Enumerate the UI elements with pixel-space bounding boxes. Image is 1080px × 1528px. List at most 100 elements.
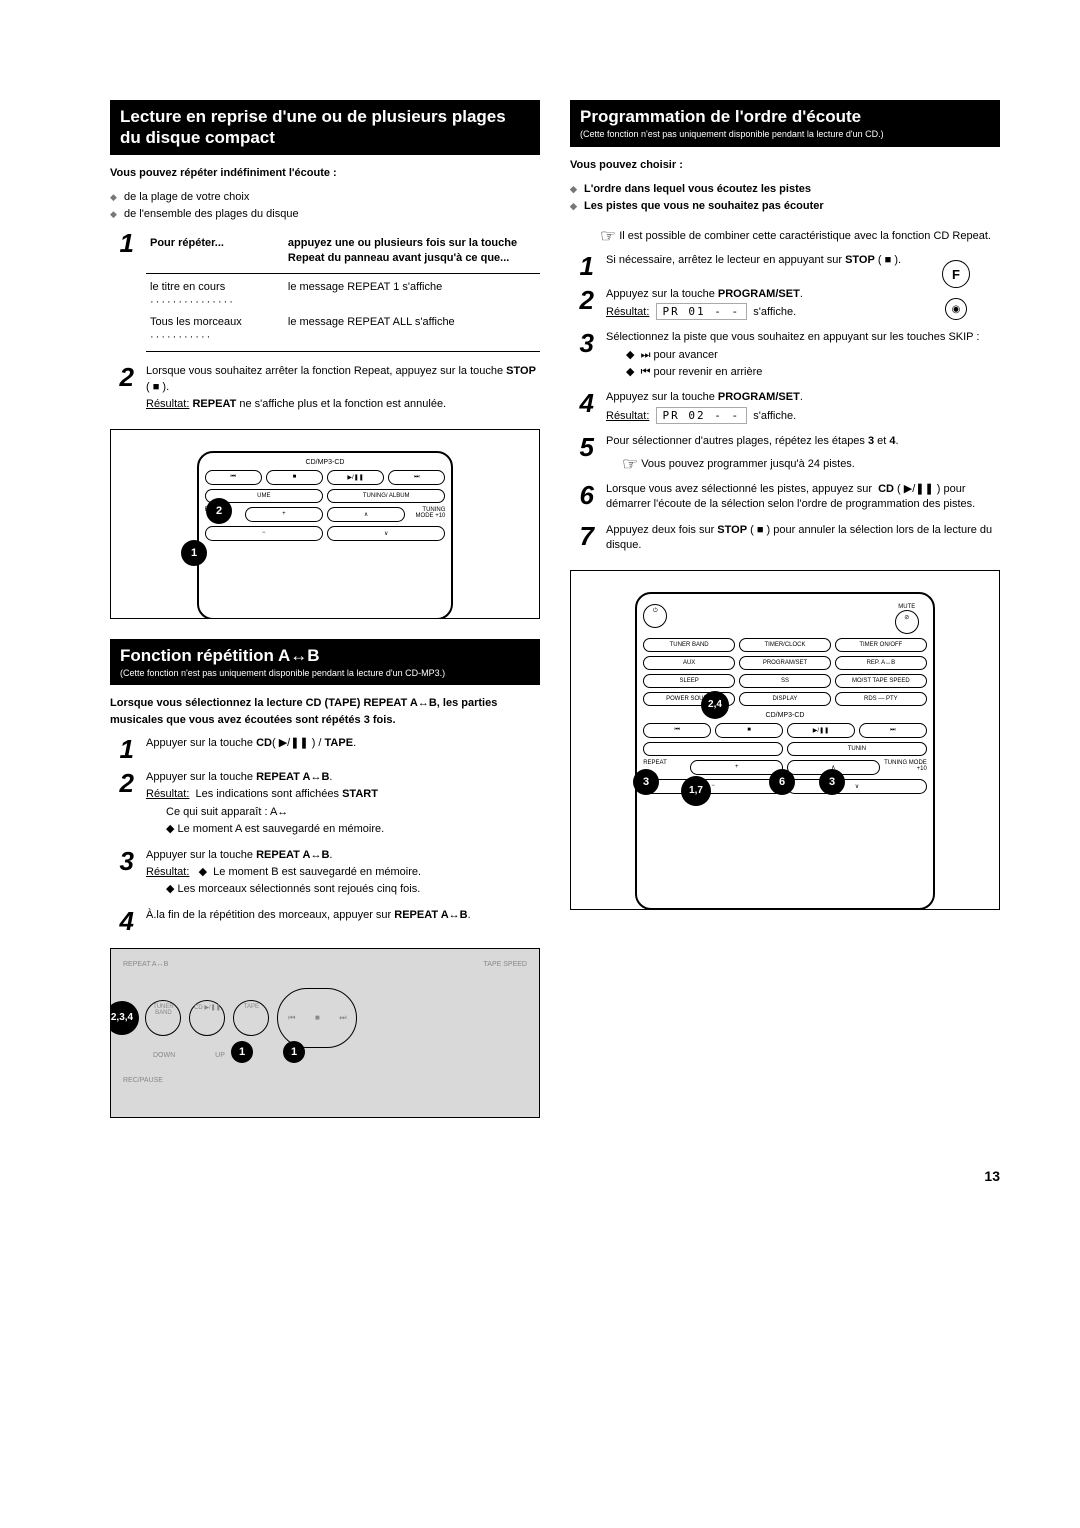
repeat-intro: Vous pouvez répéter indéfiniment l'écout… — [110, 165, 540, 182]
hand-icon: ☞ — [600, 227, 616, 245]
text: Pour sélectionner d'autres plages, répét… — [606, 434, 1000, 449]
step-body: Appuyer sur la touche REPEAT A↔B. Résult… — [146, 848, 540, 900]
divider — [146, 273, 540, 274]
prev-button[interactable]: ⏮ — [643, 723, 711, 738]
minus-button[interactable]: − — [643, 779, 783, 794]
callout-bubble-1b: 1 — [283, 1041, 305, 1063]
prog-step-1: 1 Si nécessaire, arrêtez le lecteur en a… — [570, 253, 1000, 279]
most-tape-button[interactable]: MO/ST TAPE SPEED — [835, 674, 927, 688]
mute-button[interactable]: ⊘ — [895, 610, 919, 634]
hand-icon: ☞ — [622, 455, 638, 473]
minus-button[interactable]: − — [205, 526, 323, 541]
prog-bullet-1: L'ordre dans lequel vous écoutez les pis… — [570, 181, 1000, 198]
down-button[interactable]: ∨ — [327, 526, 445, 541]
step-body: Sélectionnez la piste que vous souhaitez… — [606, 330, 1000, 382]
down-button[interactable]: ∨ — [787, 779, 927, 794]
result-text: REPEAT ne s'affiche plus et la fonction … — [192, 398, 446, 410]
ss-button[interactable]: SS — [739, 674, 831, 688]
step-number: 3 — [570, 330, 594, 356]
remote-sketch: CD/MP3-CD ⏮ ■ ▶/❚❚ ⏭ UME TUNING/ ALBUM — [197, 451, 454, 619]
page: F ◉ Lecture en reprise d'une ou de plusi… — [110, 100, 1000, 1184]
callout-bubble-1: 1 — [181, 540, 207, 566]
callout-bubble-3b: 3 — [819, 769, 845, 795]
aux-button[interactable]: AUX — [643, 656, 735, 670]
prog-bullet-2: Les pistes que vous ne souhaitez pas éco… — [570, 198, 1000, 215]
ab-step-1: 1 Appuyer sur la touche CD( ▶/❚❚ ) / TAP… — [110, 736, 540, 762]
section-programming: Programmation de l'ordre d'écoute (Cette… — [570, 100, 1000, 910]
rds-pty-button[interactable]: RDS — PTY — [835, 692, 927, 706]
step-body: Appuyez sur la touche PROGRAM/SET. Résul… — [606, 390, 1000, 426]
step-number: 1 — [110, 230, 134, 256]
ab-step-4: 4 À.la fin de la répétition des morceaux… — [110, 908, 540, 934]
remote-diagram-2: ⏻ MUTE ⊘ TUNER BAND TIMER/CLOCK TIM — [570, 570, 1000, 910]
text: Lorsque vous souhaitez arrêter la foncti… — [146, 365, 503, 377]
text: ◆ Le moment A est sauvegardé en mémoire. — [146, 822, 540, 837]
timer-clock-button[interactable]: TIMER/CLOCK — [739, 638, 831, 652]
next-button[interactable]: ⏭ — [388, 470, 445, 485]
result-label: Résultat: — [606, 410, 649, 422]
tuner-button[interactable]: TUNER BAND — [643, 638, 735, 652]
step-body: Pour répéter... appuyez une ou plusieurs… — [146, 230, 540, 356]
plus-button[interactable]: + — [690, 760, 783, 775]
banner-repeat: Lecture en reprise d'une ou de plusieurs… — [110, 100, 540, 155]
text: Appuyez sur la touche PROGRAM/SET. — [606, 390, 1000, 405]
text: Vous pouvez programmer jusqu'à 24 pistes… — [641, 458, 855, 470]
tuning-album-button[interactable]: TUNING/ ALBUM — [327, 489, 445, 503]
cd-button[interactable]: CD ▶/❚❚ — [189, 1000, 225, 1036]
page-number: 13 — [110, 1168, 1000, 1184]
banner-prog-subtitle: (Cette fonction n'est pas uniquement dis… — [580, 129, 990, 140]
banner-ab: Fonction répétition A↔B (Cette fonction … — [110, 639, 540, 686]
repeat-table-rows: le titre en cours ··············· le mes… — [146, 278, 540, 348]
step-body: Pour sélectionner d'autres plages, répét… — [606, 434, 1000, 474]
dots: ··············· — [150, 296, 235, 308]
prog-step-3: 3 Sélectionnez la piste que vous souhait… — [570, 330, 1000, 382]
callout-bubble-3a: 3 — [633, 769, 659, 795]
ab-step-2: 2 Appuyer sur la touche REPEAT A↔B. Résu… — [110, 770, 540, 840]
next-button[interactable]: ⏭ — [859, 723, 927, 738]
mute-label: MUTE — [887, 604, 927, 610]
step-number: 2 — [110, 770, 134, 796]
tuner-button[interactable]: TUNER BAND — [145, 1000, 181, 1036]
rec-label: REC/PAUSE — [123, 1077, 527, 1084]
table-row: Tous les morceaux ··········· le message… — [146, 313, 540, 348]
left-column: Lecture en reprise d'une ou de plusieurs… — [110, 100, 540, 1138]
step-body: Lorsque vous avez sélectionné les pistes… — [606, 482, 1000, 515]
text: Appuyez sur la touche PROGRAM/SET. — [606, 287, 1000, 302]
prev-button[interactable]: ⏮ — [205, 470, 262, 485]
step-number: 4 — [570, 390, 594, 416]
banner-programming: Programmation de l'ordre d'écoute (Cette… — [570, 100, 1000, 147]
text: Appuyer sur la touche CD( ▶/❚❚ ) / TAPE. — [146, 736, 540, 751]
display-readout: PR 02 - - — [656, 407, 748, 424]
result-label: Résultat: — [146, 788, 189, 800]
step-number: 2 — [570, 287, 594, 313]
repeat-step-2: 2 Lorsque vous souhaitez arrêter la fonc… — [110, 364, 540, 414]
tape-button[interactable]: TAPE — [233, 1000, 269, 1036]
stop-button[interactable]: ■ — [266, 470, 323, 485]
cell: Tous les morceaux — [150, 316, 242, 328]
cell: le message REPEAT 1 s'affiche — [284, 278, 540, 313]
blank-button[interactable] — [643, 742, 783, 756]
plus-button[interactable]: + — [245, 507, 323, 522]
step-body: Appuyez sur la touche PROGRAM/SET. Résul… — [606, 287, 1000, 323]
ab-intro: Lorsque vous sélectionnez la lecture CD … — [110, 695, 540, 728]
play-pause-button[interactable]: ▶/❚❚ — [327, 470, 384, 485]
step-number: 5 — [570, 434, 594, 460]
program-set-button[interactable]: PROGRAM/SET — [739, 656, 831, 670]
prog-step-5: 5 Pour sélectionner d'autres plages, rép… — [570, 434, 1000, 474]
stop-button[interactable]: ■ — [715, 723, 783, 738]
step-body: Appuyer sur la touche CD( ▶/❚❚ ) / TAPE. — [146, 736, 540, 753]
jog-wheel[interactable]: ⏮■⏭ — [277, 988, 357, 1048]
display-button[interactable]: DISPLAY — [739, 692, 831, 706]
power-button[interactable]: ⏻ — [643, 604, 667, 628]
up-button[interactable]: ∧ — [327, 507, 405, 522]
rep-ab-button[interactable]: REP. A↔B — [835, 656, 927, 670]
skip-back: ◆ ⏮ pour revenir en arrière — [606, 365, 1000, 380]
text: ⏮ pour revenir en arrière — [641, 366, 763, 378]
timer-onoff-button[interactable]: TIMER ON/OFF — [835, 638, 927, 652]
result-label: Résultat: — [606, 306, 649, 318]
text: Ce qui suit apparaît : A↔ — [146, 805, 540, 820]
sleep-button[interactable]: SLEEP — [643, 674, 735, 688]
play-pause-button[interactable]: ▶/❚❚ — [787, 723, 855, 738]
result-label: Résultat: — [146, 398, 189, 410]
tunin-button[interactable]: TUNIN — [787, 742, 927, 756]
